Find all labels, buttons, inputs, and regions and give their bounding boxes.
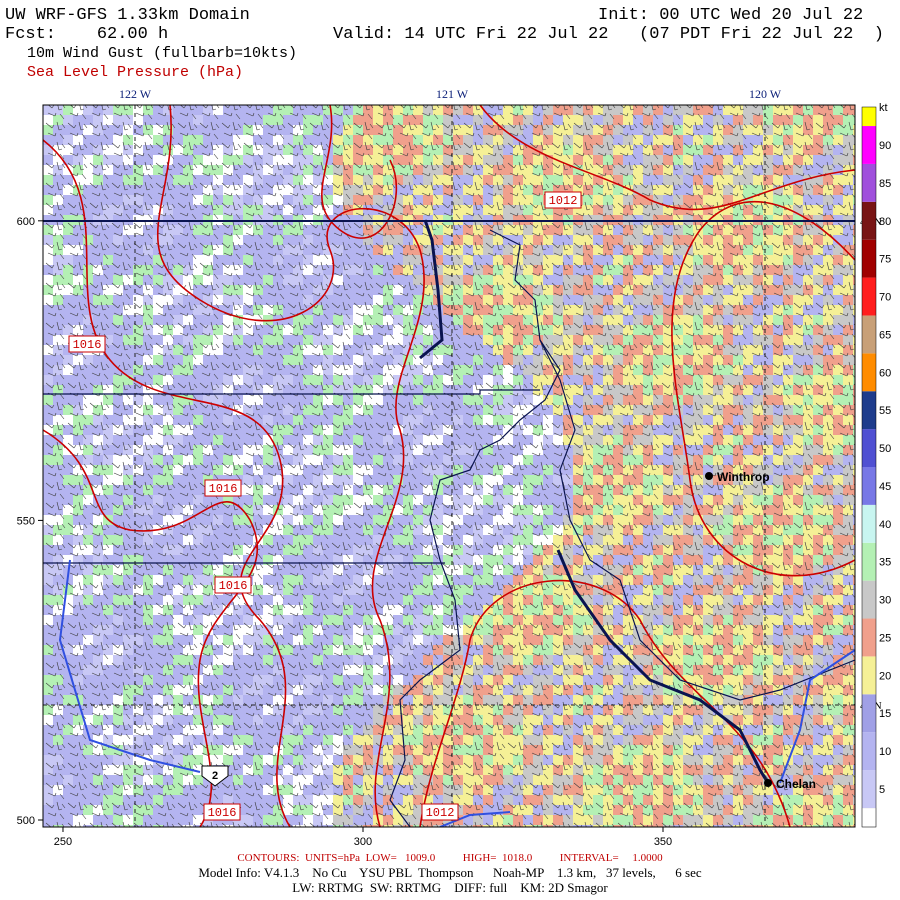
forecast-hour: Fcst: 62.00 h bbox=[5, 25, 168, 44]
valid-time: Valid: 14 UTC Fri 22 Jul 22 (07 PDT Fri … bbox=[333, 25, 884, 44]
title: UW WRF-GFS 1.33km Domain bbox=[5, 6, 250, 25]
init-time: Init: 00 UTC Wed 20 Jul 22 bbox=[598, 6, 863, 25]
field-label: 10m Wind Gust (fullbarb=10kts) bbox=[27, 45, 297, 62]
field-label: Sea Level Pressure (hPa) bbox=[27, 64, 243, 81]
